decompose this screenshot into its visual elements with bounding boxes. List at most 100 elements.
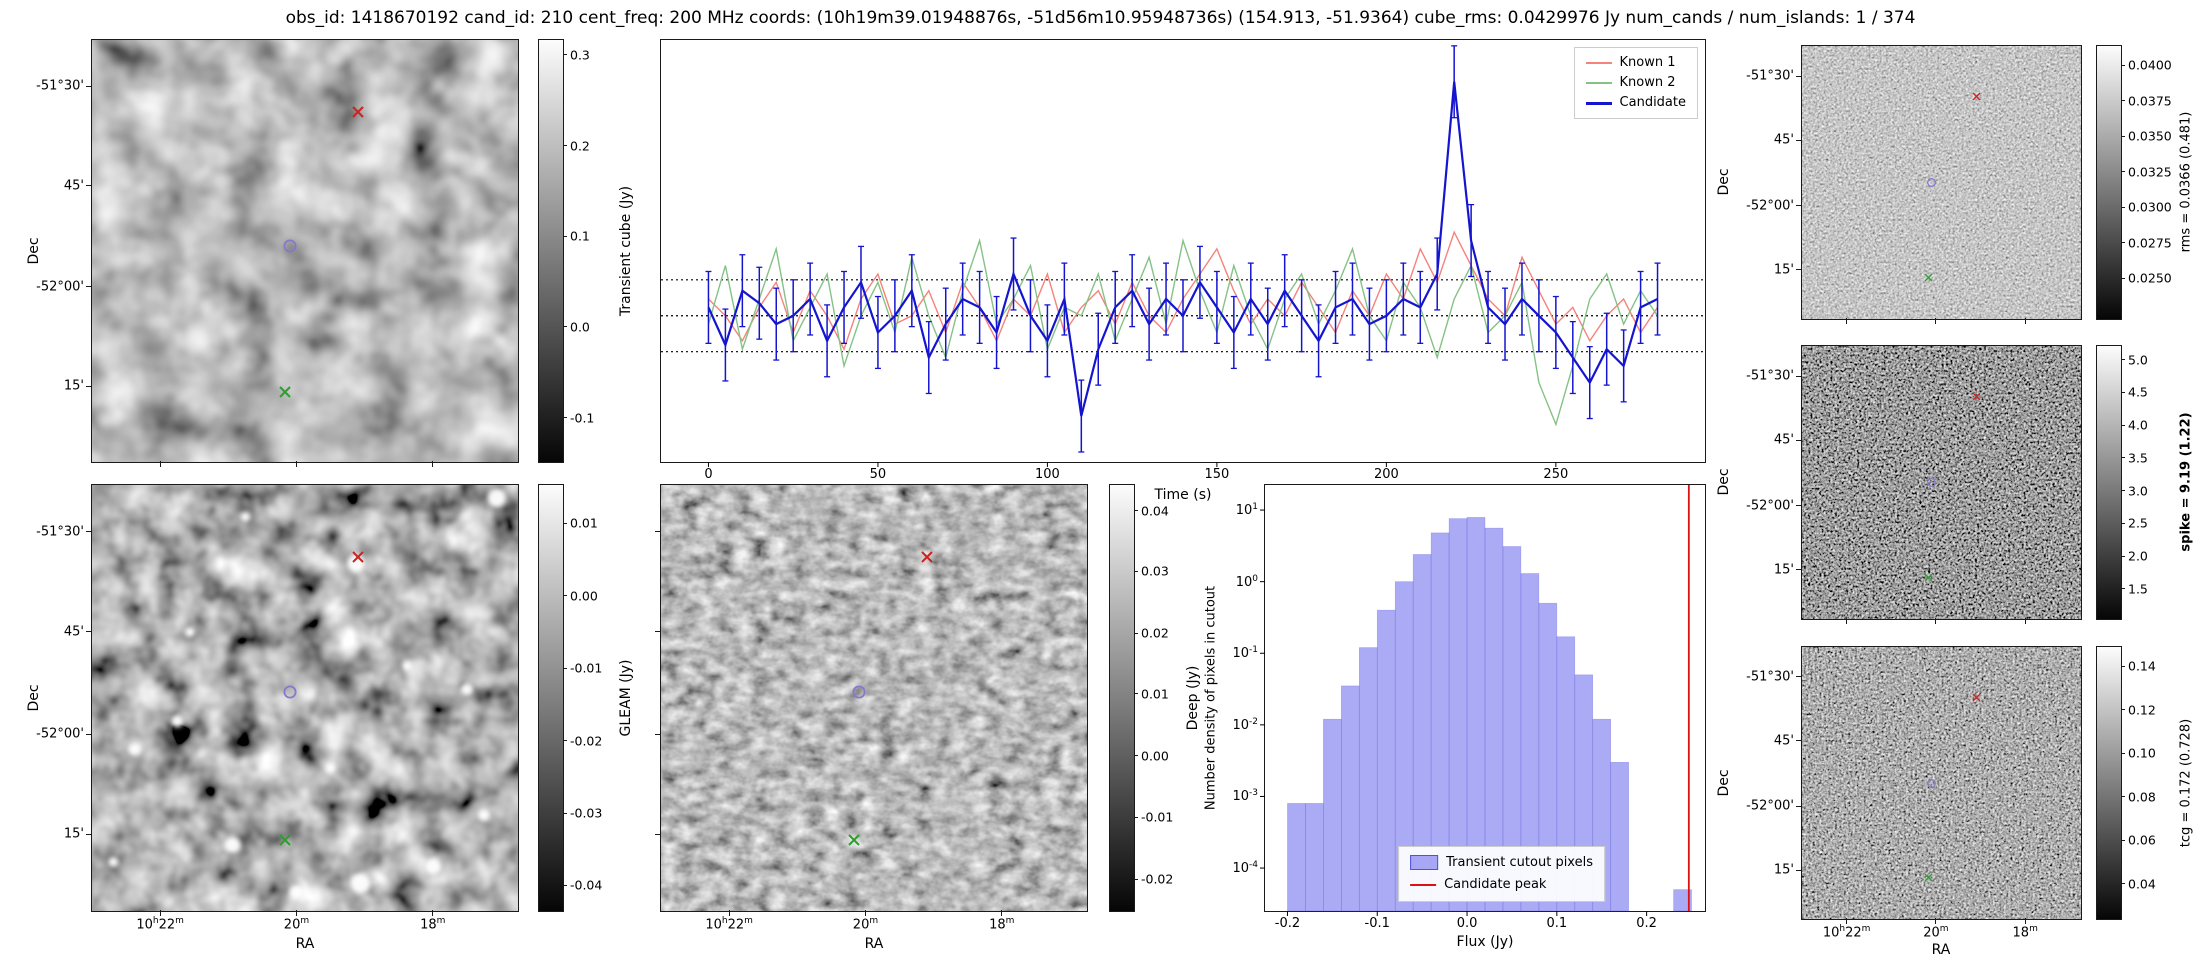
dec-tick-label: 15' — [63, 378, 84, 394]
ra-axis-label: RA — [1931, 942, 1951, 958]
tick-mark — [2121, 709, 2125, 711]
colorbar-tick-label: 0.14 — [2128, 658, 2156, 674]
legend-entry: Candidate — [1585, 93, 1686, 113]
known2-position-marker — [1923, 268, 1934, 287]
dec-tick-label: 45' — [1773, 132, 1794, 148]
tick-mark — [1796, 139, 1801, 141]
tick-mark — [1134, 510, 1138, 512]
legend-swatch — [1410, 855, 1439, 871]
tick-mark — [1134, 816, 1138, 818]
colorbar-tick-label: 3.5 — [2128, 450, 2148, 466]
bright-sources — [108, 488, 506, 899]
tick-mark — [86, 385, 91, 387]
ra-tick-label: 20m — [283, 916, 310, 933]
tick-mark — [159, 910, 161, 916]
tick-mark — [86, 286, 91, 288]
tick-mark — [655, 531, 660, 533]
rms-colorbar: 0.0400 0.0375 0.0350 0.0325 0.0300 0.0275 0.02… — [2096, 45, 2172, 320]
colorbar-tick-label: 5.0 — [2128, 352, 2148, 368]
transient-cube-cutout: -51°30' 45' -52°00' 15' — [36, 39, 519, 467]
colorbar-tick-label: 0.0275 — [2128, 235, 2172, 251]
tick-mark — [1935, 918, 1937, 924]
tick-mark — [563, 235, 567, 237]
known1-position-marker — [350, 104, 366, 124]
tick-mark — [2121, 135, 2125, 137]
tick-mark — [1796, 569, 1801, 571]
deep-cutout: 10h22m 20m 18m — [655, 484, 1088, 932]
ra-tick-label: 10h22m — [1822, 924, 1871, 941]
colorbar-tick-label: 2.0 — [2128, 548, 2148, 564]
known1-position-marker — [1971, 387, 1982, 406]
tick-mark — [1846, 318, 1848, 324]
tick-mark — [655, 833, 660, 835]
tcg-map-cutout: -51°30' 45' -52°00' 15' 10h22m 20m 18m — [1746, 646, 2082, 940]
dec-tick-label: 45' — [1773, 733, 1794, 749]
colorbar-tick-label: -0.03 — [570, 805, 603, 821]
rms-noise-image — [1802, 46, 2081, 319]
tick-mark — [2121, 839, 2125, 841]
legend-swatch — [1410, 883, 1437, 886]
candidate-position-marker — [1926, 473, 1937, 492]
dec-tick-label: -51°30' — [1746, 368, 1794, 384]
dec-tick-label: 45' — [63, 624, 84, 640]
tick-mark — [655, 733, 660, 735]
colorbar-tick-label: -0.01 — [1141, 809, 1174, 825]
y-tick-label: 10-2 — [1232, 716, 1258, 734]
colorbar-tick-label: 3.0 — [2128, 483, 2148, 499]
gleam-colorbar: 0.01 0.00 -0.01 -0.02 -0.03 -0.04 — [538, 484, 602, 912]
transient-colorbar-label: Transient cube (Jy) — [618, 185, 634, 317]
tcg-noise-image — [1802, 647, 2081, 919]
x-tick-label: -0.2 — [1274, 916, 1301, 931]
tick-mark — [2121, 588, 2125, 590]
y-tick-label: 10-4 — [1232, 859, 1258, 877]
tick-mark — [1001, 910, 1003, 916]
dec-axis-label: Dec — [26, 237, 42, 265]
tick-mark — [2121, 171, 2125, 173]
x-tick-label: 50 — [869, 467, 887, 482]
colorbar-tick-label: 0.04 — [2128, 876, 2156, 892]
colorbar-tick-label: 0.10 — [2128, 745, 2156, 761]
tick-mark — [563, 145, 567, 146]
legend-swatch — [1585, 101, 1612, 105]
ra-tick-label: 10h22m — [136, 916, 184, 933]
tick-mark — [563, 326, 567, 328]
tick-mark — [1796, 805, 1801, 807]
tick-mark — [295, 910, 297, 916]
tick-mark — [1846, 618, 1848, 624]
dec-tick-label: -51°30' — [36, 524, 84, 540]
tick-mark — [1134, 693, 1138, 695]
known2-position-marker — [1923, 568, 1934, 587]
tick-mark — [1796, 205, 1801, 207]
candidate-position-marker — [282, 684, 298, 704]
colorbar-tick-label: 4.0 — [2128, 417, 2148, 433]
known2-position-marker — [846, 832, 862, 852]
dec-tick-label: 15' — [63, 826, 84, 842]
candidate-position-marker — [1926, 173, 1937, 192]
known1-position-marker — [1971, 688, 1982, 707]
known1-position-marker — [350, 549, 366, 569]
tick-mark — [563, 417, 567, 419]
deep-noise-image — [661, 485, 1087, 911]
histogram-xlabel: Flux (Jy) — [1456, 934, 1514, 950]
ra-tick-label: 20m — [852, 916, 879, 933]
dec-tick-label: -51°30' — [1746, 68, 1794, 84]
tick-mark — [1134, 878, 1138, 880]
figure-title: obs_id: 1418670192 cand_id: 210 cent_fre… — [285, 8, 1916, 28]
colorbar-tick-label: 0.01 — [1141, 686, 1169, 702]
tick-mark — [1796, 269, 1801, 271]
tick-mark — [2024, 318, 2026, 324]
dec-tick-label: -52°00' — [36, 726, 84, 742]
spike-colorbar-label: spike = 9.19 (1.22) — [2178, 412, 2194, 552]
legend-label: Candidate peak — [1444, 876, 1547, 892]
ra-tick-label: 18m — [989, 916, 1015, 933]
dec-tick-label: -51°30' — [36, 78, 84, 94]
colorbar-tick-label: 4.5 — [2128, 384, 2148, 400]
spike-colorbar: 5.0 4.5 4.0 3.5 3.0 2.5 2.0 1.5 — [2096, 345, 2148, 620]
dec-tick-label: -52°00' — [36, 279, 84, 295]
tick-mark — [1134, 632, 1138, 634]
dec-tick-label: -51°30' — [1746, 669, 1794, 685]
legend-swatch — [1585, 62, 1612, 65]
tick-mark — [1796, 75, 1801, 77]
tick-mark — [655, 631, 660, 633]
